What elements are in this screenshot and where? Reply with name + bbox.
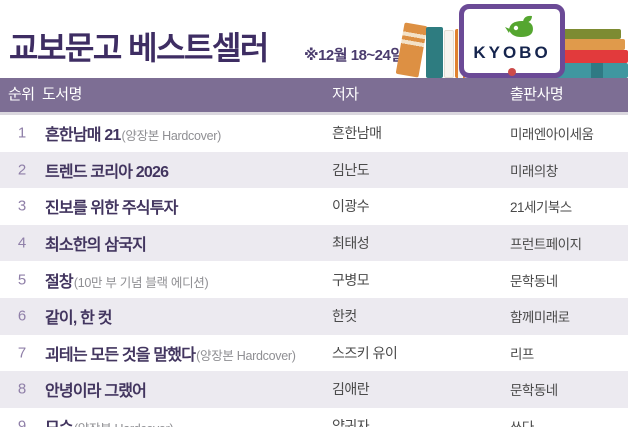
book-title-cell: 안녕이라 그랬어 — [45, 377, 147, 401]
author-cell: 흔한남매 — [332, 125, 382, 142]
logo-red-dot-icon — [508, 68, 516, 76]
column-header-rank: 순위 — [8, 86, 35, 103]
publisher-cell: 미래의창 — [510, 163, 558, 179]
table-row: 4 최소한의 삼국지 최태성 프런트페이지 — [0, 224, 628, 262]
author-cell: 양귀자 — [332, 418, 370, 427]
publisher-cell: 프런트페이지 — [510, 237, 582, 253]
date-range-note: ※12월 18~24일 — [304, 47, 404, 64]
book-title-cell: 흔한남매 21(양장본 Hardcover) — [45, 121, 221, 145]
table-row: 9 모순(양장본 Hardcover) 양귀자 쓰다 — [0, 408, 628, 427]
author-cell: 이광수 — [332, 198, 370, 215]
bestseller-table: 1 흔한남매 21(양장본 Hardcover) 흔한남매 미래엔아이세움 2 … — [0, 115, 628, 427]
book-title: 진보를 위한 주식투자 — [45, 200, 178, 218]
edition-note: (10만 부 기념 블랙 에디션) — [73, 275, 209, 290]
table-row: 2 트렌드 코리아 2026 김난도 미래의창 — [0, 151, 628, 189]
book-stack-illustration — [545, 50, 628, 63]
author-cell: 김애란 — [332, 381, 370, 398]
book-title-cell: 괴테는 모든 것을 말했다(양장본 Hardcover) — [45, 341, 296, 365]
book-title-cell: 트렌드 코리아 2026 — [45, 158, 169, 182]
column-header-publisher: 출판사명 — [510, 86, 564, 103]
publisher-cell: 쓰다 — [510, 416, 534, 427]
book-title: 트렌드 코리아 2026 — [45, 163, 169, 181]
publisher-cell: 문학동네 — [510, 383, 558, 399]
publisher-cell: 문학동네 — [510, 273, 558, 289]
rank-cell: 1 — [17, 124, 27, 142]
rank-cell: 4 — [17, 234, 27, 252]
author-cell: 최태성 — [332, 235, 370, 252]
column-header-title: 도서명 — [42, 86, 82, 103]
rank-cell: 3 — [17, 197, 27, 215]
publisher-cell: 함께미래로 — [510, 310, 570, 326]
book-title-cell: 모순(양장본 Hardcover) — [45, 414, 174, 427]
book-spine-illustration — [395, 22, 428, 78]
author-cell: 구병모 — [332, 271, 370, 288]
book-spine-illustration — [444, 30, 454, 78]
rank-cell: 6 — [17, 307, 27, 325]
book-title-cell: 진보를 위한 주식투자 — [45, 194, 179, 218]
book-stack-illustration — [551, 63, 628, 78]
edition-note: (양장본 Hardcover) — [74, 422, 174, 427]
book-title-cell: 절창(10만 부 기념 블랙 에디션) — [45, 268, 209, 292]
edition-note: (양장본 Hardcover) — [121, 129, 222, 144]
table-row: 7 괴테는 모든 것을 말했다(양장본 Hardcover) 스즈키 유이 리프 — [0, 335, 628, 372]
book-title: 모순 — [45, 420, 74, 427]
book-title-cell: 같이, 한 컷 — [45, 304, 113, 328]
author-cell: 김난도 — [332, 161, 370, 178]
page-title: 교보문고 베스트셀러 — [9, 30, 269, 66]
column-header-author: 저자 — [332, 86, 359, 103]
book-title: 최소한의 삼국지 — [45, 237, 147, 255]
book-title: 절창 — [45, 273, 74, 291]
book-title: 흔한남매 21 — [45, 127, 121, 145]
table-row: 5 절창(10만 부 기념 블랙 에디션) 구병모 문학동네 — [0, 261, 628, 298]
kyobo-logo-frame: KYOBO — [459, 4, 565, 78]
rank-cell: 7 — [17, 344, 27, 362]
author-cell: 스즈키 유이 — [332, 344, 398, 361]
publisher-cell: 리프 — [510, 346, 534, 362]
publisher-cell: 21세기북스 — [510, 200, 572, 216]
header-shadow-divider — [0, 112, 628, 115]
book-title: 괴테는 모든 것을 말했다 — [45, 346, 196, 364]
book-stack-illustration — [557, 29, 621, 39]
kyobo-bird-icon — [504, 15, 533, 37]
book-title: 안녕이라 그랬어 — [45, 383, 147, 401]
rank-cell: 8 — [17, 380, 27, 398]
kyobo-logo-text: KYOBO — [473, 43, 551, 62]
book-spine-illustration — [426, 27, 443, 78]
book-title: 같이, 한 컷 — [45, 310, 112, 328]
publisher-cell: 미래엔아이세움 — [510, 127, 594, 143]
table-header: 순위 도서명 저자 출판사명 — [0, 78, 628, 112]
book-title-cell: 최소한의 삼국지 — [45, 231, 147, 255]
table-row: 6 같이, 한 컷 한컷 함께미래로 — [0, 297, 628, 335]
table-row: 8 안녕이라 그랬어 김애란 문학동네 — [0, 371, 628, 408]
table-row: 1 흔한남매 21(양장본 Hardcover) 흔한남매 미래엔아이세움 — [0, 115, 628, 152]
edition-note: (양장본 Hardcover) — [196, 348, 296, 363]
rank-cell: 9 — [17, 417, 27, 427]
table-row: 3 진보를 위한 주식투자 이광수 21세기북스 — [0, 188, 628, 225]
rank-cell: 5 — [17, 271, 27, 289]
rank-cell: 2 — [17, 161, 27, 179]
author-cell: 한컷 — [332, 308, 357, 325]
